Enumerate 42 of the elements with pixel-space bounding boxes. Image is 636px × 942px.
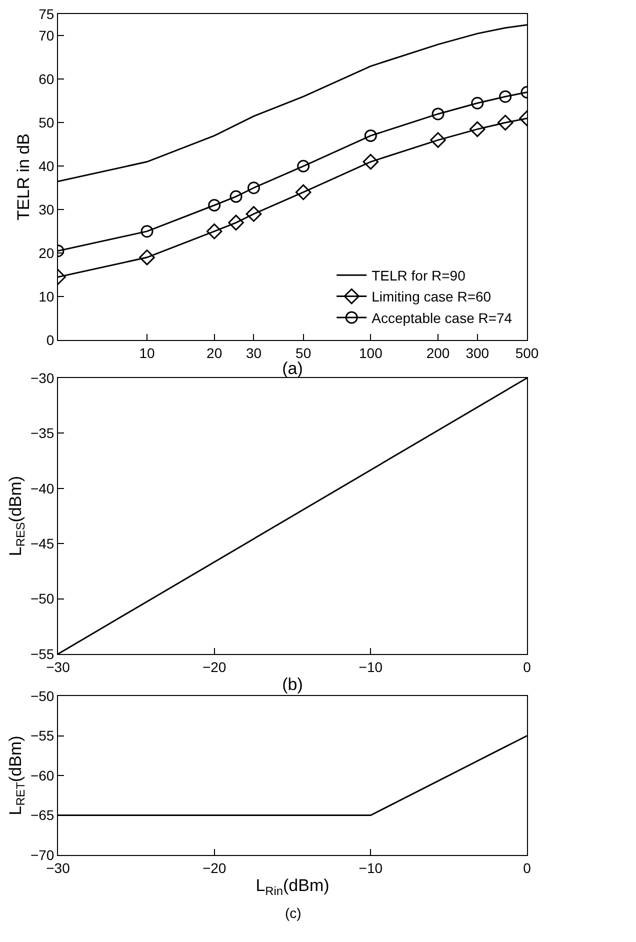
x-tick-label: 500	[515, 344, 539, 361]
x-tick-label: −10	[358, 860, 383, 876]
y-tick-label: 75	[38, 6, 54, 22]
y-tick-label: −70	[30, 846, 54, 863]
x-tick-label: −20	[202, 658, 226, 675]
x-tick-label: −10	[358, 658, 383, 675]
y-tick-label: −55	[30, 728, 54, 744]
y-tick-label: 10	[38, 288, 54, 304]
x-tick-label: 50	[296, 344, 312, 361]
legend-label: Acceptable case R=74	[372, 310, 512, 326]
x-axis-title: L$_{Rin}$(dBm)	[256, 876, 330, 898]
x-tick-label: 10	[139, 344, 155, 361]
legend-label: TELR for R=90	[372, 268, 466, 284]
legend-label: Limiting case R=60	[372, 288, 492, 305]
x-axis-title: (a)	[282, 359, 303, 378]
y-tick-label: 70	[38, 28, 54, 44]
x-tick-label: 20	[206, 344, 222, 361]
x-tick-label: 300	[466, 344, 490, 361]
x-tick-label: 200	[426, 344, 450, 361]
y-tick-label: −40	[30, 480, 54, 496]
y-tick-label: 0	[46, 332, 54, 348]
x-tick-label: −20	[202, 860, 226, 876]
y-tick-label: 30	[38, 202, 54, 218]
y-axis-title: TELR in dB	[14, 134, 34, 220]
y-tick-label: 50	[38, 114, 54, 131]
y-tick-label: −60	[30, 767, 54, 784]
y-tick-label: −45	[30, 536, 54, 552]
x-tick-label: 0	[523, 658, 532, 675]
y-tick-label: −35	[30, 425, 54, 442]
y-tick-label: −55	[30, 646, 54, 662]
y-tick-label: −50	[30, 688, 54, 704]
x-tick-label: 0	[523, 860, 532, 876]
x-tick-label: 100	[358, 344, 383, 361]
y-tick-label: −65	[30, 807, 54, 824]
y-tick-label: 20	[38, 244, 54, 261]
x-tick-label: 30	[246, 344, 262, 361]
text: (c)	[285, 905, 302, 921]
y-tick-label: 40	[38, 158, 54, 174]
y-tick-label: −30	[30, 370, 54, 386]
y-tick-label: −50	[30, 590, 54, 607]
x-axis-title: (b)	[282, 675, 303, 694]
y-tick-label: 60	[38, 71, 54, 88]
